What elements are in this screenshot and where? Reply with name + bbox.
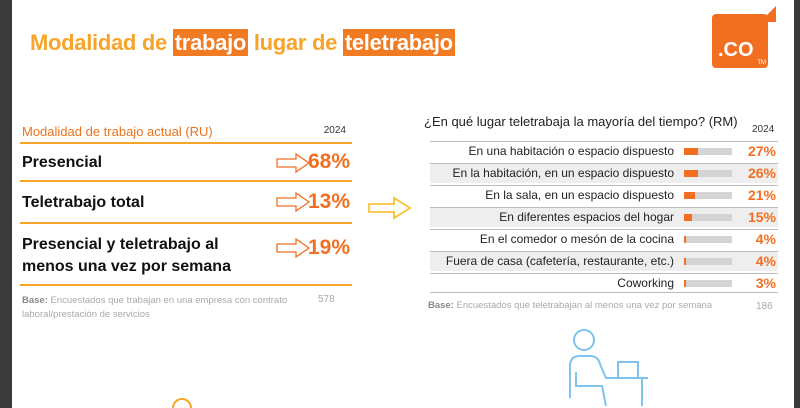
right-base-note: Base: Encuestados que teletrabajan al me… <box>428 300 712 311</box>
row-value: 68% <box>307 150 350 173</box>
arrow-right-icon <box>276 153 310 173</box>
right-edge-strip <box>794 0 800 408</box>
right-table-bottom-rule <box>430 292 778 293</box>
row-value: 19% <box>307 236 350 259</box>
left-base-note: Base: Encuestados que trabajan en una em… <box>22 294 302 322</box>
bar <box>684 280 686 287</box>
bar-track <box>684 192 732 199</box>
bar <box>684 236 687 243</box>
left-table-row: Presencial y teletrabajo al menos una ve… <box>20 222 352 286</box>
base-label: Base: <box>22 295 48 306</box>
row-value: 21% <box>747 187 776 203</box>
right-table-title: ¿En qué lugar teletrabaja la mayoría del… <box>424 114 738 129</box>
title-part-1: Modalidad de <box>30 30 173 55</box>
left-base-count: 578 <box>318 294 335 305</box>
left-table-year: 2024 <box>323 125 346 136</box>
arrow-right-icon <box>276 192 310 212</box>
row-label: Coworking <box>617 276 674 290</box>
right-table-year: 2024 <box>752 124 775 135</box>
left-table-header: Modalidad de trabajo actual (RU) 2024 <box>20 124 352 144</box>
row-label: Presencial <box>22 154 103 171</box>
brand-logo: .CO TM <box>712 6 776 68</box>
bar-track <box>684 170 732 177</box>
right-table-row: En diferentes espacios del hogar 15% <box>430 207 778 227</box>
left-table-title: Modalidad de trabajo actual (RU) <box>22 124 213 139</box>
right-base-count: 186 <box>756 301 773 312</box>
bar <box>684 170 698 177</box>
row-label: Teletrabajo total <box>22 194 145 211</box>
row-label: En diferentes espacios del hogar <box>499 210 674 224</box>
bar <box>684 148 699 155</box>
bar <box>684 192 696 199</box>
row-value: 26% <box>747 165 776 181</box>
person-at-desk-icon <box>569 329 648 407</box>
title-highlight-2: teletrabajo <box>342 29 455 56</box>
row-value: 4% <box>755 231 776 247</box>
right-table-row: En la habitación, en un espacio dispuest… <box>430 163 778 183</box>
row-label: En la habitación, en un espacio dispuest… <box>452 166 675 180</box>
logo-text: .CO <box>718 39 754 61</box>
bar <box>684 214 692 221</box>
row-label: Presencial y teletrabajo al menos una ve… <box>22 236 231 275</box>
bar <box>684 258 687 265</box>
bar-track <box>684 236 732 243</box>
slide-title: Modalidad de trabajo lugar de teletrabaj… <box>30 29 455 56</box>
row-value: 27% <box>747 143 776 159</box>
base-label: Base: <box>428 300 454 311</box>
row-value: 4% <box>755 253 776 269</box>
right-table-row: En la sala, en un espacio dispuesto 21% <box>430 185 778 205</box>
base-text: Encuestados que teletrabajan al menos un… <box>453 300 713 311</box>
bar-track <box>684 148 732 155</box>
bar-track <box>684 280 732 287</box>
right-table-row: Coworking 3% <box>430 273 778 293</box>
arrow-right-icon <box>276 238 310 258</box>
row-value: 3% <box>755 275 776 291</box>
left-edge-strip <box>0 0 12 408</box>
right-table-row: En una habitación o espacio dispuesto 27… <box>430 141 778 161</box>
row-label: En una habitación o espacio dispuesto <box>468 144 674 158</box>
left-table-row: Presencial 68% <box>20 146 352 182</box>
decorative-circle <box>172 398 192 408</box>
row-label: En la sala, en un espacio dispuesto <box>485 188 674 202</box>
row-value: 15% <box>747 209 776 225</box>
left-table-row: Teletrabajo total 13% <box>20 180 352 224</box>
right-table-row: En el comedor o mesón de la cocina 4% <box>430 229 778 249</box>
row-label: Fuera de casa (cafetería, restaurante, e… <box>445 254 674 268</box>
bar-track <box>684 214 732 221</box>
base-text: Encuestados que trabajan en una empresa … <box>22 295 288 320</box>
logo-tm: TM <box>757 60 766 66</box>
row-value: 13% <box>307 190 350 213</box>
title-part-2: lugar de <box>248 30 343 55</box>
right-table-row: Fuera de casa (cafetería, restaurante, e… <box>430 251 778 271</box>
arrow-right-icon <box>368 196 412 220</box>
title-highlight-1: trabajo <box>172 29 249 56</box>
row-label: En el comedor o mesón de la cocina <box>479 232 674 246</box>
bar-track <box>684 258 732 265</box>
